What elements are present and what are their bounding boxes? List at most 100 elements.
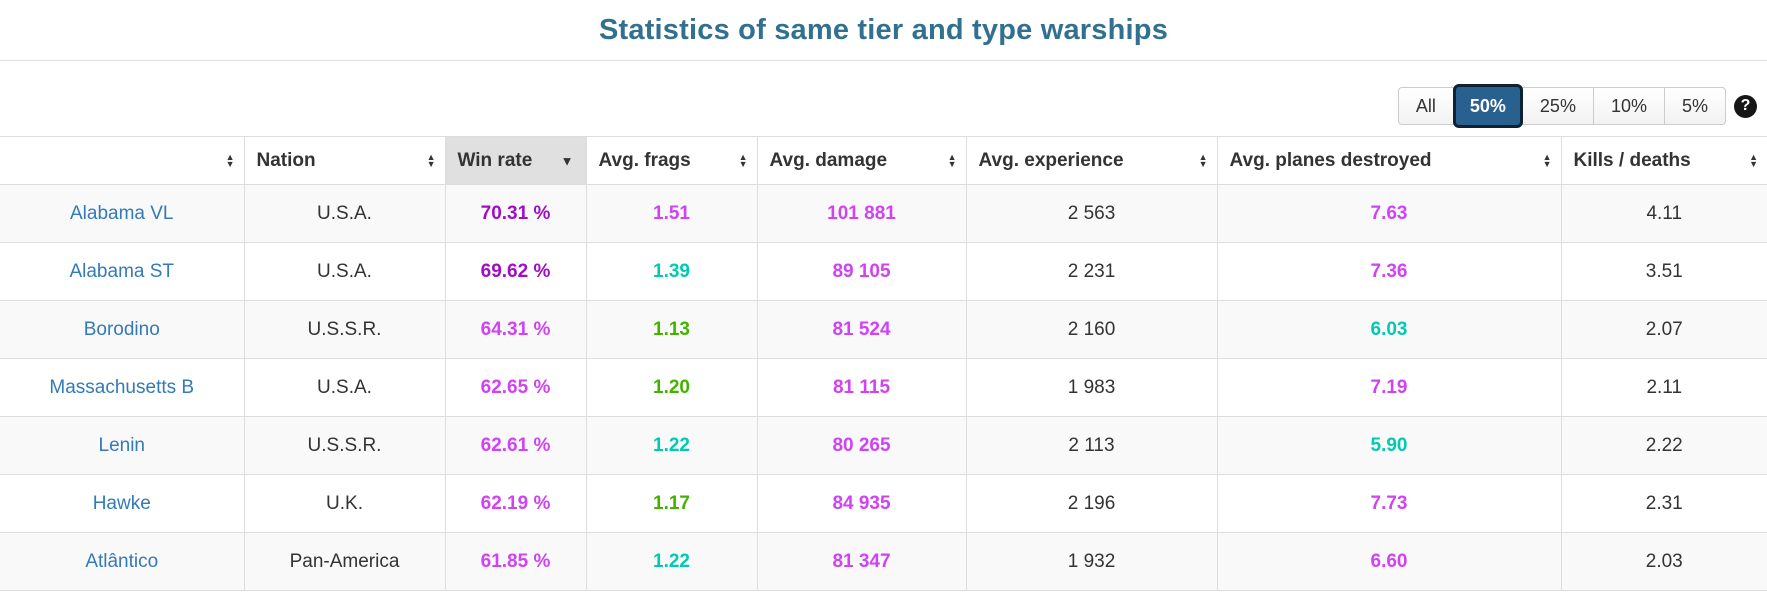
- cell-win_rate: 70.31 %: [444, 184, 586, 243]
- sort-both-icon: ▲ ▼: [947, 151, 957, 169]
- stat-value: 62.19 %: [480, 492, 551, 514]
- stat-value: 1.13: [653, 318, 690, 340]
- column-header-avg_frags[interactable]: Avg. frags ▲ ▼: [585, 136, 757, 185]
- filter-button-all[interactable]: All: [1397, 87, 1454, 125]
- column-header-ship[interactable]: ▲ ▼: [0, 136, 244, 185]
- column-header-label: Nation: [256, 149, 316, 171]
- stat-value: 7.63: [1370, 202, 1408, 224]
- stat-value: 80 265: [832, 434, 891, 456]
- column-header-label: Kills / deaths: [1573, 149, 1691, 171]
- filter-button-25pct[interactable]: 25%: [1521, 87, 1594, 125]
- table-row: Lenin U.S.S.R. 62.61 % 1.22 80 265 2 113 5.90 2…: [0, 416, 1767, 475]
- column-header-avg_damage[interactable]: Avg. damage ▲ ▼: [756, 136, 966, 185]
- stat-value: 7.19: [1370, 376, 1408, 398]
- table-row: Alabama VL U.S.A. 70.31 % 1.51 101 881 2 563 7…: [0, 184, 1767, 243]
- ship-link[interactable]: Massachusetts B: [49, 376, 195, 398]
- column-header-label: Avg. experience: [978, 149, 1124, 171]
- sample-filter-area: All 50% 25% 10% 5% ?: [1397, 84, 1757, 128]
- table-row: Borodino U.S.S.R. 64.31 % 1.13 81 524 2 160 6.…: [0, 300, 1767, 359]
- cell-avg_experience: 1 932: [965, 532, 1217, 591]
- cell-avg_frags: 1.51: [585, 184, 757, 243]
- cell-avg_damage: 80 265: [756, 416, 966, 475]
- cell-avg_planes: 7.73: [1216, 474, 1561, 533]
- table-row: Massachusetts B U.S.A. 62.65 % 1.20 81 115 1 …: [0, 358, 1767, 417]
- cell-win_rate: 61.85 %: [444, 532, 586, 591]
- cell-avg_planes: 7.36: [1216, 242, 1561, 301]
- stat-value: 61.85 %: [480, 550, 551, 572]
- cell-nation: U.K.: [243, 474, 445, 533]
- stat-value: 1.22: [653, 434, 690, 456]
- cell-ship: Massachusetts B: [0, 358, 244, 417]
- sort-both-icon: ▲ ▼: [1749, 151, 1758, 169]
- stat-value: 81 347: [832, 550, 891, 572]
- cell-avg_damage: 84 935: [756, 474, 966, 533]
- cell-avg_planes: 6.60: [1216, 532, 1561, 591]
- ship-link[interactable]: Atlântico: [85, 550, 159, 572]
- cell-ship: Alabama ST: [0, 242, 244, 301]
- cell-nation: U.S.A.: [243, 184, 445, 243]
- cell-win_rate: 62.65 %: [444, 358, 586, 417]
- ship-link[interactable]: Alabama VL: [69, 202, 174, 224]
- stat-value: 1.51: [653, 202, 690, 224]
- cell-avg_experience: 2 563: [965, 184, 1217, 243]
- warship-stats-table: ▲ ▼ Nation ▲ ▼ Win rate ▼ Avg. frags ▲ ▼ Avg. dama…: [0, 136, 1767, 591]
- sort-both-icon: ▲ ▼: [1198, 151, 1208, 169]
- filter-button-10pct[interactable]: 10%: [1592, 87, 1665, 125]
- cell-avg_experience: 2 113: [965, 416, 1217, 475]
- cell-avg_experience: 2 196: [965, 474, 1217, 533]
- stat-value: 7.36: [1370, 260, 1408, 282]
- cell-ship: Alabama VL: [0, 184, 244, 243]
- sort-descending-icon: ▼: [560, 153, 574, 168]
- cell-win_rate: 62.61 %: [444, 416, 586, 475]
- stat-value: 81 524: [832, 318, 891, 340]
- cell-kills_deaths: 2.07: [1560, 300, 1767, 359]
- ship-link[interactable]: Lenin: [98, 434, 146, 456]
- column-header-avg_experience[interactable]: Avg. experience ▲ ▼: [965, 136, 1217, 185]
- cell-kills_deaths: 2.03: [1560, 532, 1767, 591]
- stat-value: 6.60: [1370, 550, 1408, 572]
- column-header-kills_deaths[interactable]: Kills / deaths ▲ ▼: [1560, 136, 1767, 185]
- cell-avg_planes: 6.03: [1216, 300, 1561, 359]
- cell-avg_experience: 2 231: [965, 242, 1217, 301]
- cell-avg_frags: 1.17: [585, 474, 757, 533]
- cell-avg_planes: 5.90: [1216, 416, 1561, 475]
- ship-link[interactable]: Borodino: [83, 318, 160, 340]
- column-header-nation[interactable]: Nation ▲ ▼: [243, 136, 445, 185]
- cell-kills_deaths: 2.31: [1560, 474, 1767, 533]
- cell-avg_experience: 1 983: [965, 358, 1217, 417]
- cell-kills_deaths: 2.11: [1560, 358, 1767, 417]
- stat-value: 62.65 %: [480, 376, 551, 398]
- cell-ship: Borodino: [0, 300, 244, 359]
- column-header-label: Avg. damage: [769, 149, 888, 171]
- column-header-win_rate[interactable]: Win rate ▼: [444, 136, 586, 185]
- stat-value: 1.39: [653, 260, 690, 282]
- table-header-row: ▲ ▼ Nation ▲ ▼ Win rate ▼ Avg. frags ▲ ▼ Avg. dama…: [0, 136, 1767, 185]
- cell-win_rate: 69.62 %: [444, 242, 586, 301]
- stat-value: 69.62 %: [480, 260, 551, 282]
- cell-avg_planes: 7.63: [1216, 184, 1561, 243]
- stat-value: 89 105: [832, 260, 891, 282]
- column-header-label: Avg. frags: [598, 149, 691, 171]
- sample-filter-button-group: All 50% 25% 10% 5%: [1397, 84, 1726, 128]
- filter-button-50pct[interactable]: 50%: [1452, 84, 1523, 128]
- cell-avg_damage: 89 105: [756, 242, 966, 301]
- cell-avg_damage: 81 347: [756, 532, 966, 591]
- cell-nation: U.S.S.R.: [243, 416, 445, 475]
- ship-link[interactable]: Alabama ST: [69, 260, 175, 282]
- ship-link[interactable]: Hawke: [92, 492, 151, 514]
- cell-ship: Lenin: [0, 416, 244, 475]
- sort-both-icon: ▲ ▼: [1542, 151, 1552, 169]
- cell-avg_damage: 101 881: [756, 184, 966, 243]
- help-icon[interactable]: ?: [1734, 94, 1757, 118]
- cell-avg_damage: 81 524: [756, 300, 966, 359]
- cell-win_rate: 62.19 %: [444, 474, 586, 533]
- sort-both-icon: ▲ ▼: [426, 151, 436, 169]
- stat-value: 1.17: [653, 492, 690, 514]
- column-header-avg_planes[interactable]: Avg. planes destroyed ▲ ▼: [1216, 136, 1561, 185]
- title-bar: Statistics of same tier and type warship…: [0, 0, 1767, 61]
- filter-button-5pct[interactable]: 5%: [1663, 87, 1726, 125]
- cell-nation: U.S.S.R.: [243, 300, 445, 359]
- stat-value: 64.31 %: [480, 318, 551, 340]
- cell-nation: U.S.A.: [243, 242, 445, 301]
- stat-value: 70.31 %: [480, 202, 551, 224]
